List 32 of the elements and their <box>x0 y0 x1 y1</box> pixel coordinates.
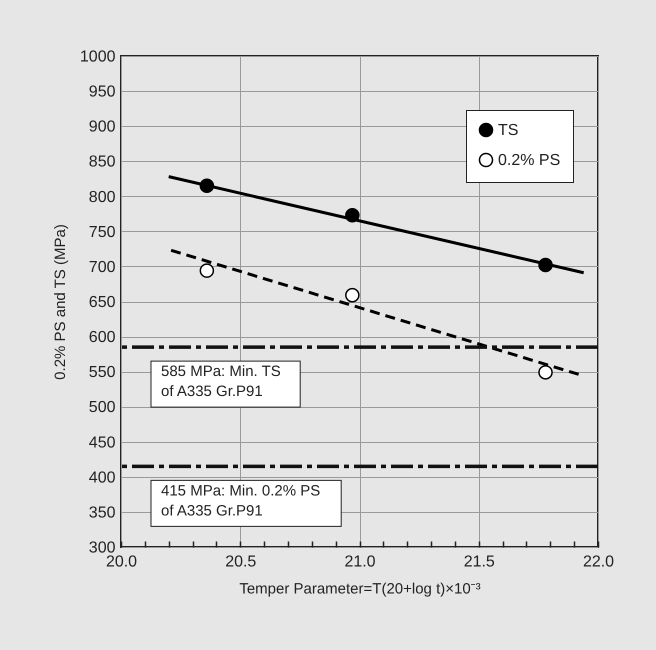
point <box>538 258 553 272</box>
ref-line-label: 585 MPa: Min. TS of A335 Gr.P91 <box>161 363 281 400</box>
y-tick-label: 900 <box>88 118 116 136</box>
x-tick-label: 20.0 <box>106 554 138 570</box>
point <box>345 208 360 222</box>
y-tick-label: 750 <box>88 224 116 241</box>
point <box>345 288 360 302</box>
x-tick-label: 20.5 <box>225 554 256 570</box>
y-tick-label: 350 <box>88 504 116 522</box>
y-tick-label: 800 <box>88 188 116 206</box>
point <box>200 178 214 194</box>
y-tick-label: 500 <box>88 399 116 416</box>
y-tick-label: 1000 <box>80 48 116 66</box>
ref-line-label: 415 MPa: Min. 0.2% PS of A335 Gr.P91 <box>161 482 320 520</box>
point <box>200 263 214 278</box>
y-tick-label: 950 <box>88 84 116 101</box>
y-tick-label: 400 <box>88 469 116 486</box>
x-tick-label: 21.5 <box>464 554 495 570</box>
x-tick-label: 22.0 <box>582 554 614 570</box>
y-tick-label: 650 <box>88 294 116 311</box>
y-tick-label: 600 <box>88 329 116 346</box>
y-tick-label: 300 <box>88 540 116 556</box>
y-tick-label: 550 <box>88 364 116 382</box>
legend-label: TS <box>498 122 518 139</box>
legend-label: 0.2% PS <box>498 152 560 169</box>
y-tick-label: 450 <box>88 434 116 452</box>
x-tick-label: 21.0 <box>344 554 376 570</box>
point <box>538 365 553 380</box>
y-tick-label: 700 <box>88 258 116 276</box>
y-axis-title: 0.2% PS and TS (MPa) <box>52 224 69 380</box>
x-axis-title: Temper Parameter=T(20+log t)×10⁻³ <box>239 580 481 598</box>
y-tick-label: 850 <box>88 154 116 171</box>
